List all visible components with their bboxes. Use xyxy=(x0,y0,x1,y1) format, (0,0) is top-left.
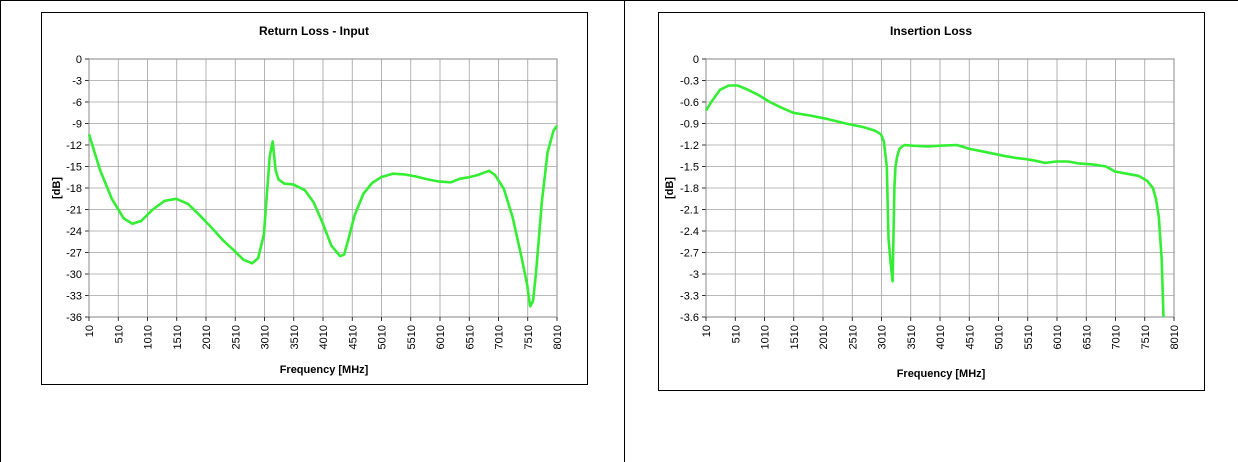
y-tick-label: 0 xyxy=(693,54,699,66)
y-tick-label: -0.9 xyxy=(680,119,699,131)
chart-title: Return Loss - Input xyxy=(259,24,369,38)
x-tick-label: 1010 xyxy=(760,325,772,349)
x-tick-label: 8010 xyxy=(552,325,564,349)
chart-title: Insertion Loss xyxy=(890,24,972,38)
x-tick-label: 510 xyxy=(113,325,125,343)
y-tick-label: -36 xyxy=(66,312,82,324)
x-tick-label: 5510 xyxy=(1023,325,1035,349)
y-tick-label: -9 xyxy=(72,119,82,131)
x-tick-label: 6010 xyxy=(435,325,447,349)
y-tick-label: -0.6 xyxy=(680,97,699,109)
x-tick-label: 4510 xyxy=(964,325,976,349)
x-tick-label: 3510 xyxy=(289,325,301,349)
y-tick-label: -30 xyxy=(66,269,82,281)
y-tick-label: -15 xyxy=(66,162,82,174)
x-tick-label: 4010 xyxy=(318,325,330,349)
y-tick-label: -2.4 xyxy=(680,226,699,238)
x-tick-label: 7010 xyxy=(1111,325,1123,349)
y-tick-label: -1.5 xyxy=(680,162,699,174)
x-tick-label: 3010 xyxy=(877,325,889,349)
y-tick-label: -1.2 xyxy=(680,140,699,152)
y-tick-label: -12 xyxy=(66,140,82,152)
y-tick-label: -0.3 xyxy=(680,76,699,88)
x-tick-label: 10 xyxy=(701,325,713,337)
y-axis-label: [dB] xyxy=(51,177,63,199)
x-tick-label: 1510 xyxy=(789,325,801,349)
table-border-middle xyxy=(624,0,625,462)
return-loss-chart: Return Loss - Input 0 -3 -6 -9 -12 -15 -18 -21 -… xyxy=(51,24,564,376)
x-tick-label: 2510 xyxy=(230,325,242,349)
x-tick-label: 510 xyxy=(730,325,742,343)
x-tick-label: 6010 xyxy=(1052,325,1064,349)
return-loss-chart-frame: Return Loss - Input 0 -3 -6 -9 -12 -15 -18 -21 -… xyxy=(41,12,588,385)
y-tick-label: -2.1 xyxy=(680,205,699,217)
insertion-loss-series-line xyxy=(704,84,1165,318)
y-tick-label: -3.6 xyxy=(680,312,699,324)
y-tick-label: -21 xyxy=(66,205,82,217)
y-tick-label: 0 xyxy=(76,54,82,66)
x-tick-label: 2010 xyxy=(201,325,213,349)
x-axis-label: Frequency [MHz] xyxy=(280,364,369,376)
y-axis-label: [dB] xyxy=(664,177,676,199)
y-tick-label: -3 xyxy=(689,269,699,281)
y-tick-label: -3.3 xyxy=(680,291,699,303)
x-tick-label: 7010 xyxy=(494,325,506,349)
return-loss-series-line xyxy=(87,124,559,308)
insertion-loss-chart: Insertion Loss 0 -0.3 -0.6 -0.9 -1.2 -1.5 -1.8… xyxy=(664,24,1181,380)
x-tick-label: 2010 xyxy=(818,325,830,349)
x-tick-label: 2510 xyxy=(847,325,859,349)
x-tick-label: 6510 xyxy=(464,325,476,349)
y-tick-label: -2.7 xyxy=(680,248,699,260)
y-tick-label: -3 xyxy=(72,76,82,88)
x-tick-label: 4510 xyxy=(347,325,359,349)
x-tick-label: 5510 xyxy=(406,325,418,349)
x-axis-label: Frequency [MHz] xyxy=(897,368,986,380)
x-tick-label: 3010 xyxy=(260,325,272,349)
x-tick-label: 7510 xyxy=(1140,325,1152,349)
x-tick-label: 6510 xyxy=(1081,325,1093,349)
x-tick-label: 8010 xyxy=(1169,325,1181,349)
x-tick-label: 1510 xyxy=(172,325,184,349)
table-border-left xyxy=(0,0,1,462)
x-tick-label: 1010 xyxy=(143,325,155,349)
y-tick-label: -24 xyxy=(66,226,82,238)
y-tick-label: -6 xyxy=(72,97,82,109)
y-tick-label: -1.8 xyxy=(680,183,699,195)
x-tick-label: 7510 xyxy=(523,325,535,349)
y-tick-label: -18 xyxy=(66,183,82,195)
table-border-top xyxy=(0,0,1238,1)
x-tick-label: 4010 xyxy=(935,325,947,349)
x-tick-label: 10 xyxy=(84,325,96,337)
x-tick-label: 5010 xyxy=(377,325,389,349)
x-tick-label: 5010 xyxy=(994,325,1006,349)
y-tick-label: -27 xyxy=(66,248,82,260)
insertion-loss-chart-frame: Insertion Loss 0 -0.3 -0.6 -0.9 -1.2 -1.5 -1.8… xyxy=(658,12,1205,391)
y-tick-label: -33 xyxy=(66,291,82,303)
x-tick-label: 3510 xyxy=(906,325,918,349)
